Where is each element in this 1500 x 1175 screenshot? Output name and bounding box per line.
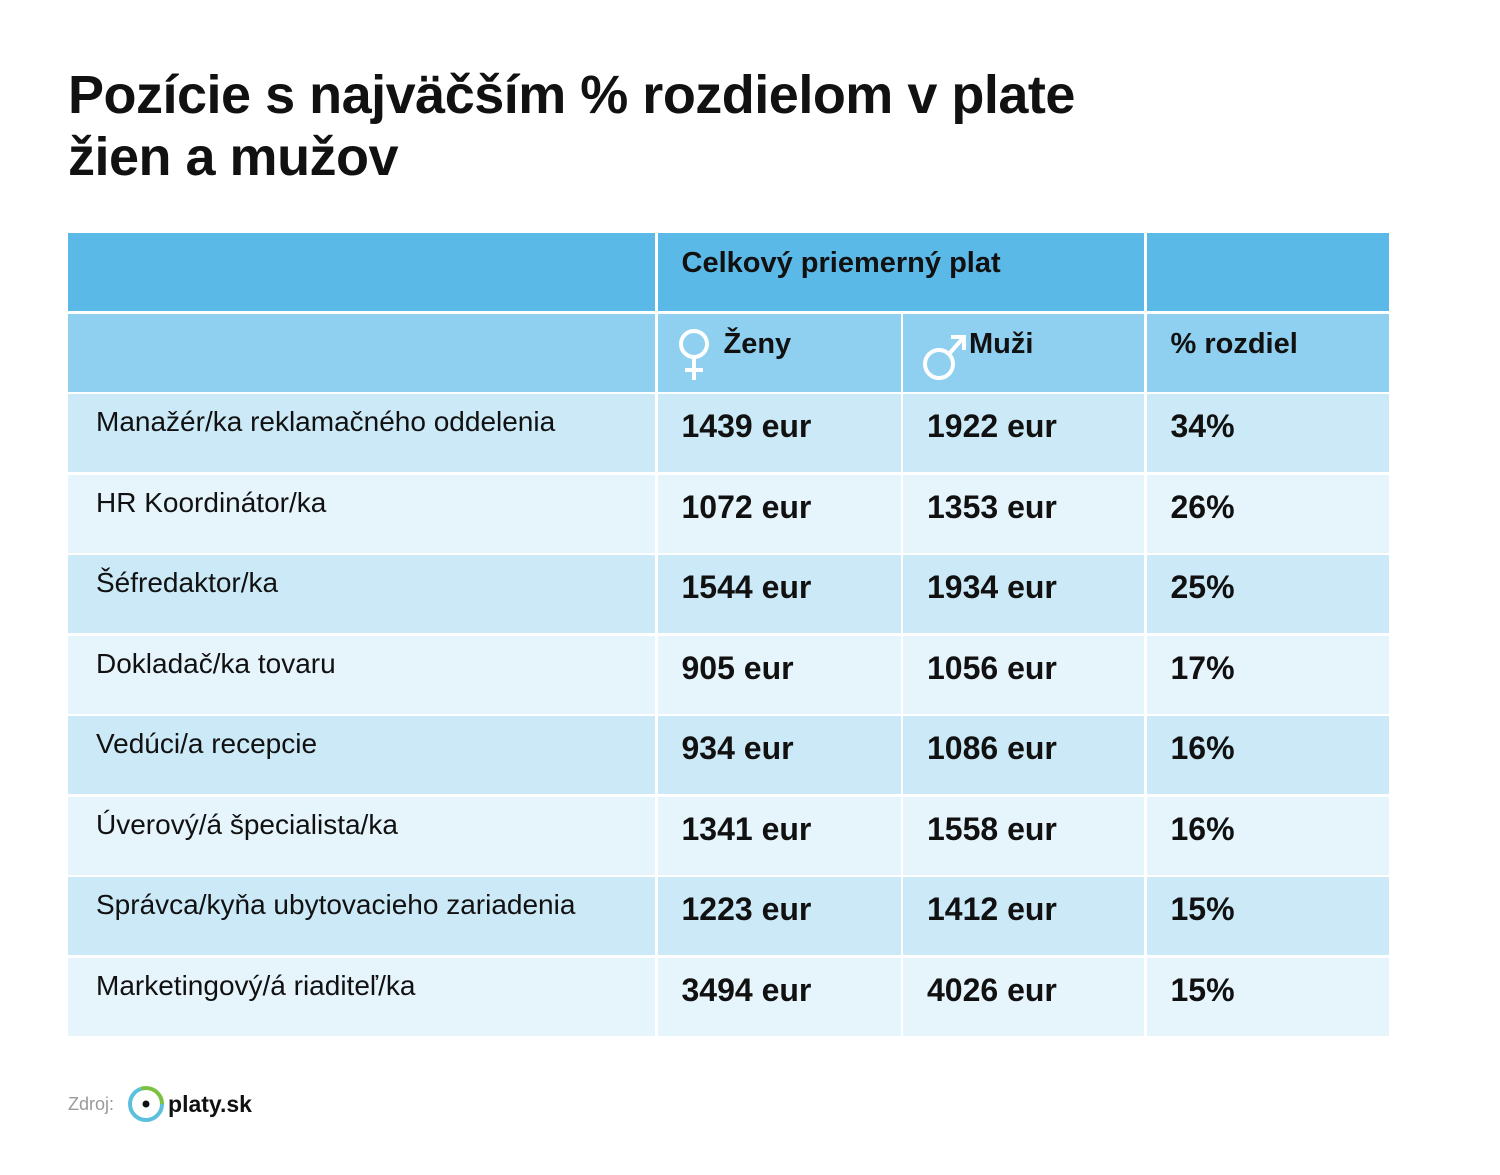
header-cell <box>68 233 655 311</box>
position-cell: Správca/kyňa ubytovacieho zariadenia <box>68 877 655 955</box>
value-cell: 1544 eur <box>657 555 901 633</box>
value-cell: 1223 eur <box>657 877 901 955</box>
column-label: Ženy <box>723 327 792 360</box>
position-cell: Šéfredaktor/ka <box>68 555 655 633</box>
header-cell <box>68 313 655 392</box>
female-icon <box>678 328 709 380</box>
value-cell: 1558 eur <box>903 796 1144 875</box>
group-header: Celkový priemerný plat <box>657 233 1144 311</box>
value-cell: 1056 eur <box>903 635 1144 714</box>
value-cell: 1439 eur <box>657 394 901 472</box>
value-cell: 34% <box>1146 394 1389 472</box>
value-cell: 1353 eur <box>903 474 1144 553</box>
value-cell: 15% <box>1146 877 1389 955</box>
value-cell: 15% <box>1146 957 1389 1036</box>
male-icon <box>923 334 966 380</box>
logo: platy.sk <box>168 1090 252 1117</box>
value-cell: 16% <box>1146 796 1389 875</box>
value-cell: 16% <box>1146 716 1389 794</box>
position-cell: HR Koordinátor/ka <box>68 474 655 553</box>
value-cell: 934 eur <box>657 716 901 794</box>
column-header: % rozdiel <box>1146 313 1389 392</box>
header-cell <box>1146 233 1389 311</box>
value-cell: 1922 eur <box>903 394 1144 472</box>
position-cell: Marketingový/á riaditeľ/ka <box>68 957 655 1036</box>
value-cell: 25% <box>1146 555 1389 633</box>
value-cell: 3494 eur <box>657 957 901 1036</box>
title: Pozície s najväčším % rozdielom v plate … <box>68 65 1075 187</box>
position-cell: Manažér/ka reklamačného oddelenia <box>68 394 655 472</box>
position-cell: Úverový/á špecialista/ka <box>68 796 655 875</box>
value-cell: 1072 eur <box>657 474 901 553</box>
column-header: Muži <box>903 313 1144 392</box>
source-label: Zdroj: <box>68 1093 115 1114</box>
position-cell: Dokladač/ka tovaru <box>68 635 655 714</box>
logo-icon <box>128 1086 165 1122</box>
value-cell: 4026 eur <box>903 957 1144 1036</box>
footer: Zdroj: platy.sk <box>68 1084 252 1124</box>
value-cell: 1086 eur <box>903 716 1144 794</box>
value-cell: 1412 eur <box>903 877 1144 955</box>
value-cell: 17% <box>1146 635 1389 714</box>
value-cell: 905 eur <box>657 635 901 714</box>
column-header: Ženy <box>657 313 901 392</box>
table: Celkový priemerný plat Ženy Muži % rozdi… <box>68 233 1389 1036</box>
position-cell: Vedúci/a recepcie <box>68 716 655 794</box>
value-cell: 26% <box>1146 474 1389 553</box>
value-cell: 1341 eur <box>657 796 901 875</box>
value-cell: 1934 eur <box>903 555 1144 633</box>
column-label: Muži <box>969 327 1034 360</box>
